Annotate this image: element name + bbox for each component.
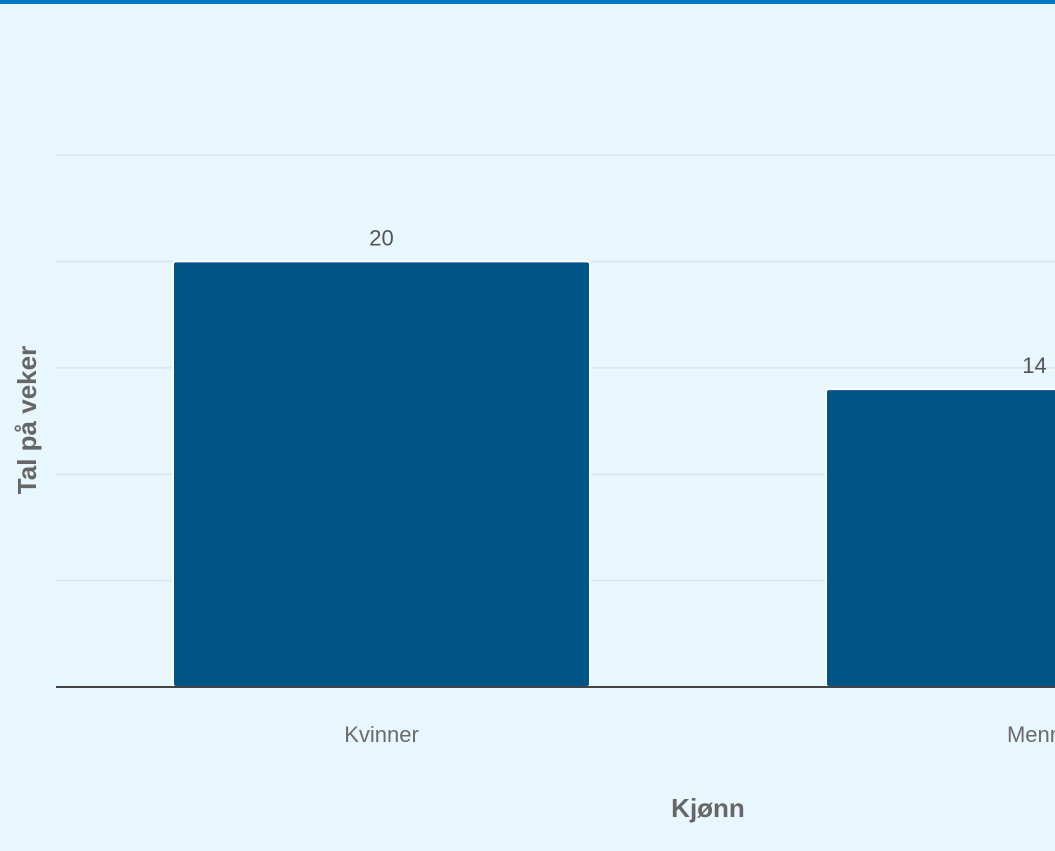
data-label-menn: 14 — [1022, 353, 1046, 378]
bar-menn — [825, 388, 1055, 688]
x-tick-label-kvinner: Kvinner — [344, 722, 419, 747]
x-tick-labels: Kvinner Menn — [344, 722, 1055, 747]
y-axis-title: Tal på veker — [12, 346, 42, 494]
x-axis-title: Kjønn — [671, 793, 745, 823]
top-accent-bar — [0, 0, 1055, 4]
bar-kvinner — [172, 260, 591, 688]
x-tick-label-menn: Menn — [1007, 722, 1055, 747]
data-label-kvinner: 20 — [369, 225, 393, 250]
bars — [172, 260, 1055, 688]
